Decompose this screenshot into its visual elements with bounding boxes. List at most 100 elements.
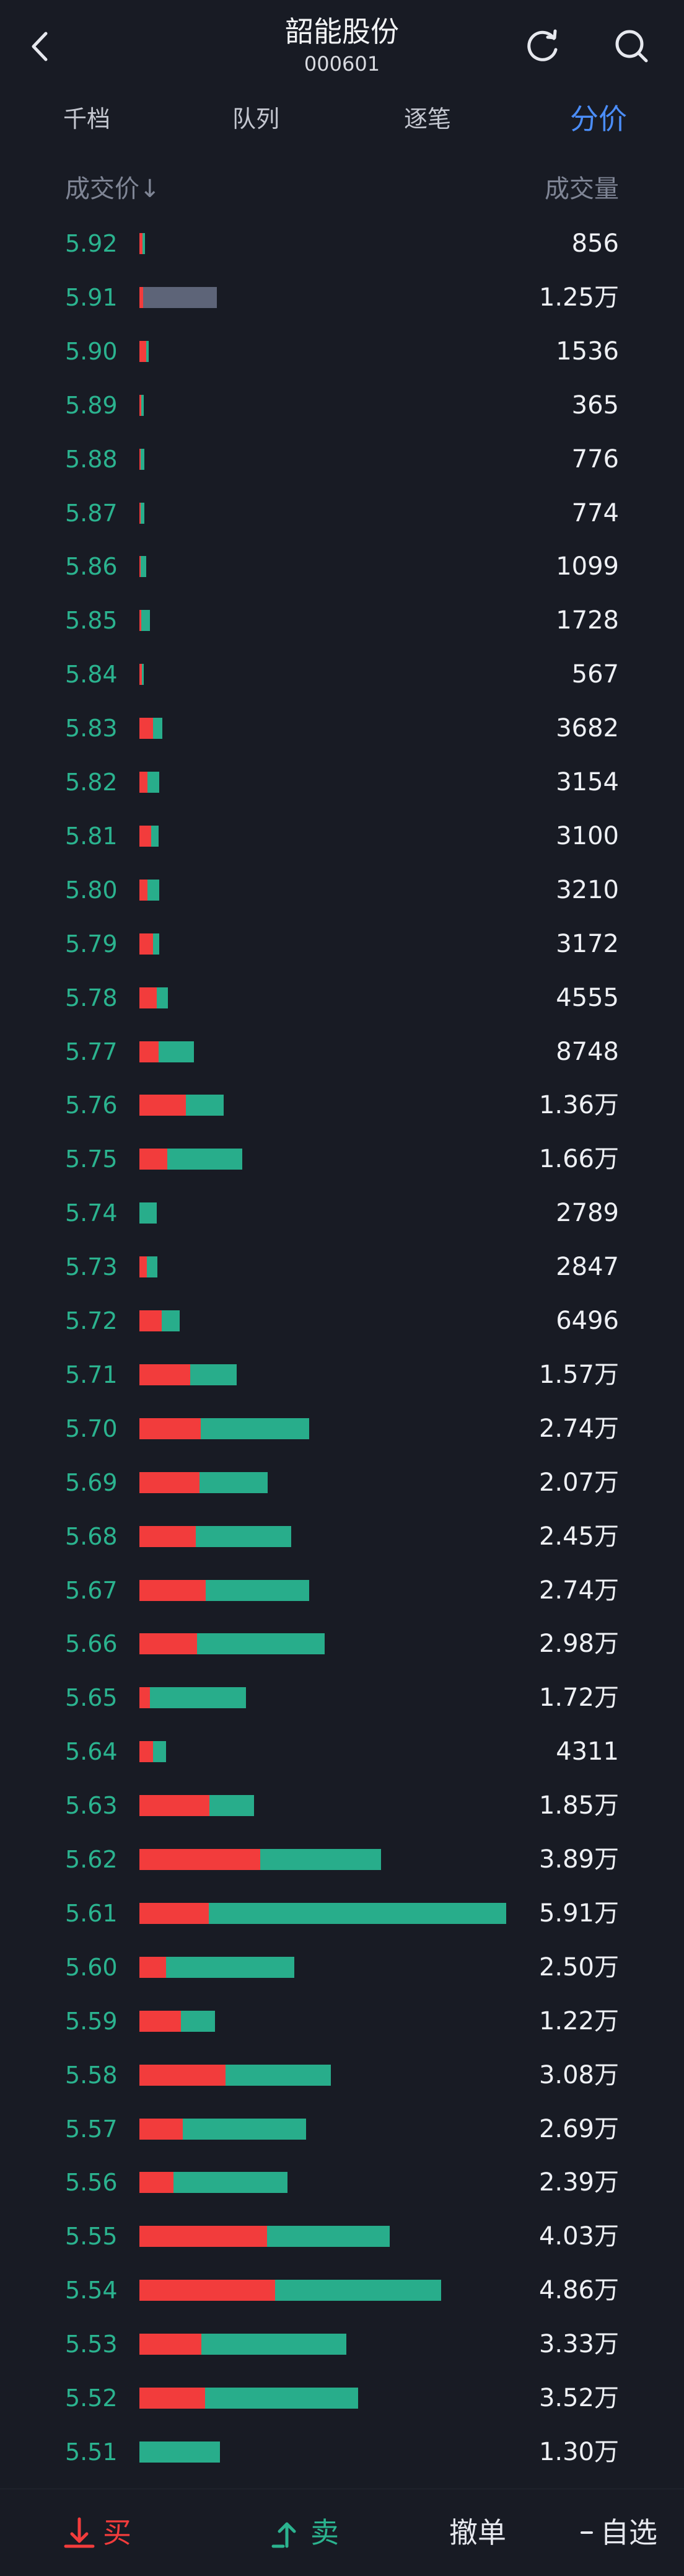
volume-bar [139, 2226, 390, 2247]
price-row: 5.80 3210 [0, 863, 684, 917]
buy-volume-segment [139, 1849, 260, 1870]
buy-volume-segment [139, 1687, 150, 1709]
tab-fenjia[interactable]: 分价 [570, 102, 627, 136]
tab-qiandang[interactable]: 千档 [63, 105, 110, 133]
sell-volume-segment [162, 1310, 180, 1331]
volume-bar [139, 448, 144, 470]
sell-volume-segment [173, 2172, 287, 2194]
volume-bar [139, 1202, 157, 1224]
search-icon[interactable] [610, 25, 654, 68]
price-row: 5.55 4.03万 [0, 2210, 684, 2263]
back-arrow-icon[interactable] [25, 25, 57, 68]
column-header: 成交价↓ 成交量 [0, 164, 684, 214]
price-row: 5.51 1.30万 [0, 2425, 684, 2479]
volume-value: 5.91万 [538, 1899, 619, 1928]
price-value: 5.53 [65, 2331, 118, 2358]
volume-value: 1728 [556, 606, 619, 635]
price-column-header[interactable]: 成交价↓ [65, 175, 160, 203]
sell-volume-segment [153, 718, 162, 739]
sell-volume-segment [151, 825, 159, 847]
sell-arrow-icon [270, 2515, 304, 2550]
price-row: 5.65 1.72万 [0, 1671, 684, 1724]
price-row: 5.67 2.74万 [0, 1564, 684, 1617]
volume-bar [139, 1956, 294, 1978]
sell-button[interactable]: 卖 [270, 2489, 339, 2576]
price-value: 5.84 [65, 661, 118, 689]
price-value: 5.59 [65, 2007, 118, 2035]
price-row: 5.76 1.36万 [0, 1078, 684, 1132]
buy-arrow-icon [62, 2515, 97, 2550]
buy-button[interactable]: 买 [62, 2489, 131, 2576]
cancel-order-button[interactable]: 撤单 [449, 2489, 506, 2576]
tab-duilie[interactable]: 队列 [232, 105, 279, 133]
buy-volume-segment [139, 2280, 275, 2301]
sell-volume-segment [139, 1202, 157, 1224]
price-value: 5.66 [65, 1630, 118, 1658]
watchlist-label: 自选 [600, 2516, 657, 2549]
price-value: 5.75 [65, 1145, 118, 1173]
price-row: 5.87 774 [0, 487, 684, 540]
price-value: 5.88 [65, 445, 118, 473]
price-row: 5.58 3.08万 [0, 2049, 684, 2102]
volume-value: 1.85万 [538, 1791, 619, 1820]
volume-bar [139, 1579, 309, 1601]
sell-volume-segment [201, 2334, 346, 2355]
volume-bar [139, 1418, 309, 1439]
volume-bar [139, 664, 144, 686]
sell-volume-segment [142, 233, 145, 254]
volume-bar [139, 1902, 506, 1924]
price-row: 5.90 1536 [0, 325, 684, 378]
volume-value: 3.52万 [538, 2384, 619, 2412]
sell-volume-segment [226, 2064, 331, 2086]
price-value: 5.79 [65, 930, 118, 958]
volume-bar [139, 502, 144, 524]
watchlist-button[interactable]: 自选 [579, 2489, 657, 2576]
header: 韶能股份 000601 [0, 0, 684, 93]
sell-volume-segment [141, 394, 144, 416]
price-value: 5.76 [65, 1092, 118, 1119]
volume-value: 2.74万 [538, 1414, 619, 1443]
price-value: 5.64 [65, 1738, 118, 1766]
price-row: 5.92 856 [0, 217, 684, 270]
buy-volume-segment [139, 2172, 173, 2194]
buy-volume-segment [139, 233, 142, 254]
title-block: 韶能股份 000601 [0, 12, 684, 77]
buy-volume-segment [139, 664, 142, 686]
volume-bar [139, 1364, 237, 1385]
volume-value: 2.98万 [538, 1630, 619, 1659]
volume-value: 3154 [556, 768, 619, 796]
price-row: 5.78 4555 [0, 971, 684, 1025]
volume-bar [139, 610, 150, 632]
sell-volume-segment [260, 1849, 381, 1870]
volume-value: 776 [571, 444, 619, 474]
volume-bar [139, 879, 159, 901]
buy-volume-segment [139, 1525, 196, 1547]
sell-volume-segment [157, 987, 168, 1008]
volume-bar [139, 1256, 157, 1278]
volume-value: 1099 [556, 552, 619, 581]
volume-bar [139, 2388, 358, 2409]
minus-icon [579, 2515, 594, 2550]
buy-volume-segment [139, 1471, 200, 1493]
volume-value: 1.22万 [538, 2006, 619, 2036]
sell-volume-segment [205, 2388, 358, 2409]
volume-value: 2.74万 [538, 1576, 619, 1605]
price-row: 5.73 2847 [0, 1240, 684, 1294]
tab-zhubi[interactable]: 逐笔 [403, 105, 451, 133]
price-row: 5.66 2.98万 [0, 1617, 684, 1670]
volume-value: 3210 [556, 875, 619, 904]
price-value: 5.86 [65, 553, 118, 581]
sell-volume-segment [196, 1525, 291, 1547]
price-row: 5.57 2.69万 [0, 2102, 684, 2156]
refresh-icon[interactable] [520, 25, 564, 68]
buy-volume-segment [139, 394, 141, 416]
buy-volume-segment [139, 2064, 226, 2086]
volume-value: 2.50万 [538, 1952, 619, 1982]
price-value: 5.70 [65, 1414, 118, 1442]
volume-bar [139, 825, 159, 847]
volume-bar [139, 987, 168, 1008]
price-value: 5.73 [65, 1253, 118, 1281]
sell-volume-segment [200, 1471, 268, 1493]
price-row: 5.70 2.74万 [0, 1402, 684, 1455]
buy-volume-segment [139, 556, 141, 578]
